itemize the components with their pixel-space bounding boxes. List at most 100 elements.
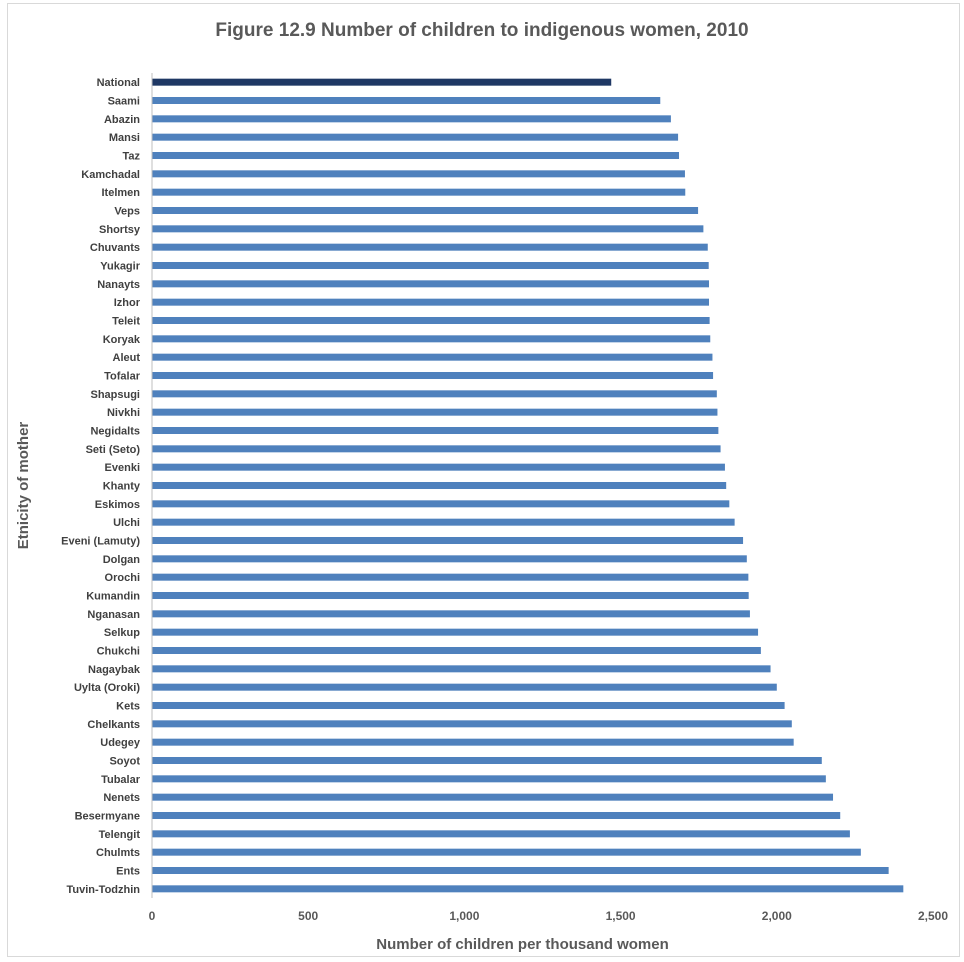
category-label-negidalts: Negidalts <box>90 426 140 438</box>
bar-nanayts <box>152 280 709 287</box>
bar-national <box>152 79 611 86</box>
bar-eveni-lamuty <box>152 537 743 544</box>
category-label-eskimos: Eskimos <box>95 499 140 511</box>
category-label-tofalar: Tofalar <box>104 371 141 383</box>
category-label-orochi: Orochi <box>105 572 140 584</box>
category-label-selkup: Selkup <box>104 627 140 639</box>
category-label-chelkants: Chelkants <box>87 719 140 731</box>
category-label-evenki: Evenki <box>105 462 140 474</box>
bar-tofalar <box>152 372 713 379</box>
bar-teleit <box>152 317 710 324</box>
category-label-chukchi: Chukchi <box>97 646 140 658</box>
bar-chuvants <box>152 244 708 251</box>
bar-dolgan <box>152 555 747 562</box>
bar-nenets <box>152 794 833 801</box>
bar-udegey <box>152 739 794 746</box>
category-label-nenets: Nenets <box>103 792 140 804</box>
bar-seti-seto <box>152 445 721 452</box>
bar-orochi <box>152 574 748 581</box>
bar-veps <box>152 207 698 214</box>
bar-yukagir <box>152 262 709 269</box>
bar-chulmts <box>152 849 861 856</box>
bar-negidalts <box>152 427 718 434</box>
category-label-telengit: Telengit <box>99 829 141 841</box>
category-label-mansi: Mansi <box>109 132 140 144</box>
bar-evenki <box>152 464 725 471</box>
category-label-izhor: Izhor <box>114 297 141 309</box>
bar-nivkhi <box>152 409 717 416</box>
bars-group <box>152 79 903 893</box>
category-label-veps: Veps <box>114 206 140 218</box>
category-label-itelmen: Itelmen <box>101 187 140 199</box>
category-label-udegey: Udegey <box>100 737 141 749</box>
bar-kets <box>152 702 785 709</box>
category-label-kamchadal: Kamchadal <box>81 169 140 181</box>
bar-nagaybak <box>152 665 771 672</box>
category-label-aleut: Aleut <box>113 352 141 364</box>
category-label-koryak: Koryak <box>103 334 141 346</box>
category-label-ulchi: Ulchi <box>113 517 140 529</box>
bar-izhor <box>152 299 709 306</box>
bar-tuvin-todzhin <box>152 885 903 892</box>
bar-soyot <box>152 757 822 764</box>
x-tick-label: 0 <box>149 909 156 923</box>
bar-aleut <box>152 354 712 361</box>
x-tick-label: 2,000 <box>762 909 792 923</box>
bar-tubalar <box>152 775 826 782</box>
category-label-seti-seto: Seti (Seto) <box>86 444 141 456</box>
bar-koryak <box>152 335 710 342</box>
x-axis-title: Number of children per thousand women <box>376 936 669 953</box>
category-label-nivkhi: Nivkhi <box>107 407 140 419</box>
bar-itelmen <box>152 189 685 196</box>
bar-khanty <box>152 482 726 489</box>
bar-eskimos <box>152 500 729 507</box>
bar-mansi <box>152 134 678 141</box>
bar-kumandin <box>152 592 749 599</box>
category-label-kets: Kets <box>116 701 140 713</box>
x-tick-labels: 0 500 1,000 1,500 2,000 2,500 <box>149 909 949 923</box>
bar-abazin <box>152 115 671 122</box>
category-label-chuvants: Chuvants <box>90 242 140 254</box>
category-label-national: National <box>97 77 140 89</box>
bar-taz <box>152 152 679 159</box>
bar-kamchadal <box>152 170 685 177</box>
bar-chelkants <box>152 720 792 727</box>
category-label-abazin: Abazin <box>104 114 140 126</box>
category-label-khanty: Khanty <box>103 481 141 493</box>
bar-uylta-oroki <box>152 684 777 691</box>
category-label-teleit: Teleit <box>112 316 140 328</box>
category-label-nganasan: Nganasan <box>87 609 140 621</box>
category-label-dolgan: Dolgan <box>103 554 141 566</box>
bar-shortsy <box>152 225 703 232</box>
x-tick-label: 1,500 <box>606 909 636 923</box>
bar-ents <box>152 867 889 874</box>
category-label-nagaybak: Nagaybak <box>88 664 141 676</box>
category-label-uylta-oroki: Uylta (Oroki) <box>74 682 140 694</box>
category-label-shortsy: Shortsy <box>99 224 141 236</box>
bar-telengit <box>152 830 850 837</box>
y-axis-title: Etnicity of mother <box>15 422 32 550</box>
bar-nganasan <box>152 610 750 617</box>
bar-chukchi <box>152 647 761 654</box>
category-label-besermyane: Besermyane <box>75 811 140 823</box>
category-label-taz: Taz <box>122 151 140 163</box>
bar-besermyane <box>152 812 840 819</box>
x-tick-label: 2,500 <box>918 909 948 923</box>
bar-ulchi <box>152 519 735 526</box>
category-label-shapsugi: Shapsugi <box>90 389 140 401</box>
category-label-ents: Ents <box>116 866 140 878</box>
bar-shapsugi <box>152 390 717 397</box>
category-labels: National Saami Abazin Mansi Taz Kamchadal Itel… <box>61 77 141 896</box>
x-tick-label: 500 <box>298 909 318 923</box>
category-label-soyot: Soyot <box>109 756 140 768</box>
bar-saami <box>152 97 660 104</box>
x-tick-label: 1,000 <box>449 909 479 923</box>
category-label-tubalar: Tubalar <box>101 774 141 786</box>
category-label-saami: Saami <box>108 96 140 108</box>
category-label-nanayts: Nanayts <box>97 279 140 291</box>
category-label-chulmts: Chulmts <box>96 847 140 859</box>
category-label-tuvin-todzhin: Tuvin-Todzhin <box>66 884 140 896</box>
category-label-eveni-lamuty: Eveni (Lamuty) <box>61 536 140 548</box>
bar-selkup <box>152 629 758 636</box>
